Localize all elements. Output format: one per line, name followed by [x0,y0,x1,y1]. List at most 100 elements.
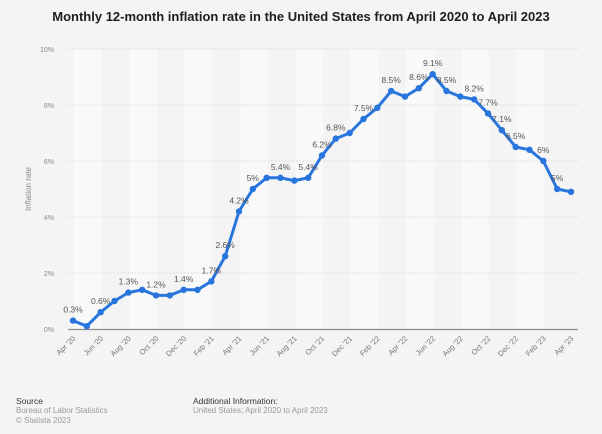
data-label: 6.5% [506,131,526,141]
x-tick-label: Jun '22 [414,334,437,357]
data-point [332,135,340,142]
data-label: 7.1% [492,114,512,124]
data-point [567,188,575,195]
data-point [111,297,118,305]
data-label: 8.5% [381,75,401,85]
data-point [387,87,395,95]
data-label: 5.4% [298,162,318,172]
data-point [221,253,229,260]
x-tick-label: Oct '22 [469,334,492,357]
data-point [553,185,561,193]
data-point [318,152,326,159]
data-point [512,143,519,151]
data-point [263,174,270,181]
data-point [83,323,91,330]
background-band [350,49,379,329]
data-point [360,115,367,123]
data-point [138,286,146,293]
x-tick-label: Apr '22 [386,334,409,357]
y-axis-ticks: 0% 2% 4% 6% 8% 10% [40,47,54,334]
data-point [194,286,201,293]
data-point [208,278,215,285]
data-label: 8.2% [464,83,484,93]
data-point [415,85,423,92]
y-tick-label: 10% [40,47,54,54]
x-tick-label: Dec '21 [330,334,354,358]
data-label: 8.5% [437,75,457,85]
data-point [526,146,533,153]
data-label: 5% [247,173,260,183]
additional-info-text: United States; April 2020 to April 2023 [193,406,328,415]
x-tick-label: Oct '21 [303,334,326,357]
x-tick-label: Aug '21 [275,334,299,358]
y-tick-label: 8% [44,103,54,110]
x-tick-label: Feb '22 [358,334,382,358]
data-point [166,292,174,299]
data-point [249,185,257,193]
data-point [374,104,381,112]
background-band [461,49,489,329]
source-text[interactable]: Bureau of Labor Statistics [16,406,108,415]
chart-title: Monthly 12-month inflation rate in the U… [52,9,550,24]
additional-info-heading: Additional Information: [193,396,278,406]
x-tick-label: Apr '20 [54,334,77,357]
y-tick-label: 6% [44,159,54,166]
x-tick-label: Feb '23 [524,334,548,358]
background-band [406,49,434,329]
data-label: 4.2% [229,195,249,205]
x-tick-label: Dec '22 [496,334,520,358]
data-label: 1.2% [146,279,166,289]
data-point [498,127,506,134]
x-tick-label: Aug '22 [441,334,465,358]
copyright-text: © Statista 2023 [16,416,71,425]
data-label: 1.4% [174,274,194,284]
x-tick-label: Apr '21 [220,334,243,357]
data-labels: 0.3% 0.6% 1.3% 1.2% 1.4% 1.7% 2.6% 4.2% 5% 5.4% 5.… [63,58,563,314]
x-tick-label: Jun '21 [248,334,271,357]
data-label: 7.5% [354,103,374,113]
data-point [235,208,243,215]
data-label: 6.8% [326,123,346,133]
data-point [152,292,160,299]
data-point [540,157,547,165]
background-band [74,49,102,329]
x-tick-label: Apr '23 [552,334,575,357]
data-label: 5% [551,173,564,183]
data-point [457,93,464,100]
y-tick-label: 2% [44,271,54,278]
x-tick-label: Aug '20 [109,334,133,358]
background-band [295,49,323,329]
data-points [69,71,575,330]
data-point [69,317,77,324]
data-point [443,87,450,95]
data-label: 0.6% [91,296,111,306]
data-point [97,309,104,316]
data-point [484,110,492,117]
data-point [429,71,436,78]
data-point [180,286,187,293]
data-label: 6.2% [312,139,332,149]
data-label: 6% [537,145,550,155]
data-point [291,177,298,184]
data-label: 1.3% [119,277,139,287]
data-point [277,174,284,181]
data-label: 5.4% [271,162,291,172]
data-label: 8.6% [409,72,429,82]
background-band [516,49,545,329]
data-label: 1.7% [202,265,222,275]
gridlines [68,48,578,274]
data-label: 7.7% [478,97,498,107]
data-point [346,129,353,137]
data-label: 9.1% [423,58,443,68]
data-point [470,96,478,103]
data-point [304,174,312,181]
source-block: Source Bureau of Labor Statistics © Stat… [16,396,108,426]
y-tick-label: 0% [44,327,54,334]
x-tick-label: Oct '20 [137,334,160,357]
data-point [125,289,132,296]
x-axis-ticks: Apr '20 Jun '20 Aug '20 Oct '20 Dec '20 Feb '… [54,334,575,358]
y-axis-label: Inflation rate [24,166,33,211]
background-bands [74,49,545,329]
x-tick-label: Feb '21 [192,334,216,358]
